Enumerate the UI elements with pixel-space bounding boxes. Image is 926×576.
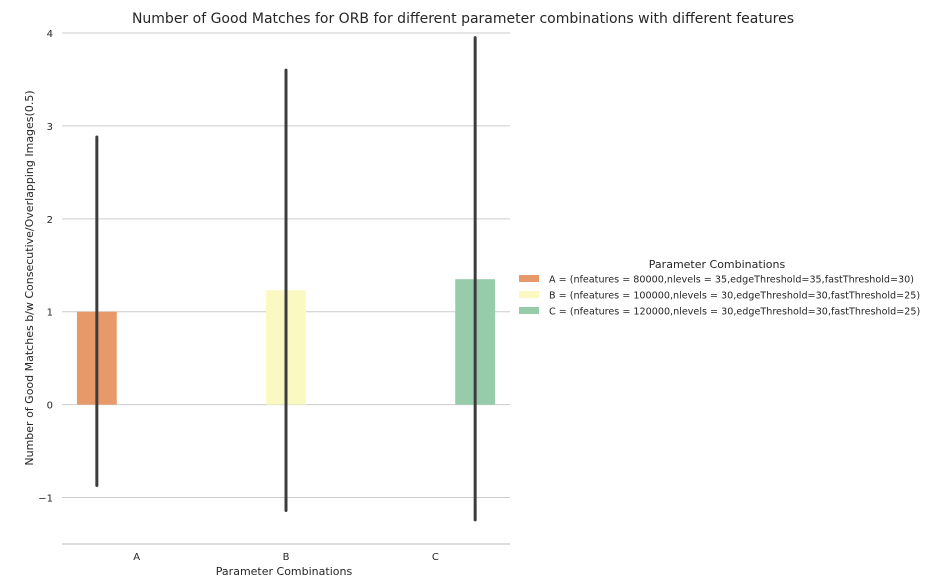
- legend-title: Parameter Combinations: [649, 258, 786, 271]
- legend-swatch: [519, 307, 539, 314]
- legend-item-label: C = (nfeatures = 120000,nlevels = 30,edg…: [549, 307, 920, 318]
- legend: Parameter Combinations A = (nfeatures = …: [519, 258, 920, 318]
- y-tick-label: 2: [47, 215, 53, 226]
- x-axis-label: Parameter Combinations: [216, 565, 353, 576]
- x-tick-label: A: [133, 552, 140, 563]
- legend-swatch: [519, 275, 539, 282]
- y-tick-label: 1: [47, 308, 53, 319]
- error-bars: [97, 38, 475, 520]
- y-tick-label: −1: [38, 494, 53, 505]
- x-tick-labels: A B C: [133, 552, 439, 563]
- legend-item-label: A = (nfeatures = 80000,nlevels = 35,edge…: [549, 275, 914, 286]
- x-tick-label: B: [283, 552, 290, 563]
- y-tick-label: 0: [47, 401, 53, 412]
- y-tick-labels: −1 0 1 2 3 4: [38, 29, 53, 505]
- x-tick-label: C: [432, 552, 439, 563]
- y-tick-label: 3: [47, 122, 53, 133]
- y-tick-label: 4: [47, 29, 53, 40]
- legend-item-label: B = (nfeatures = 100000,nlevels = 30,edg…: [549, 291, 920, 302]
- legend-swatch: [519, 291, 539, 298]
- y-axis-label: Number of Good Matches b/w Consecutive/O…: [23, 90, 36, 465]
- chart-title: Number of Good Matches for ORB for diffe…: [132, 11, 794, 27]
